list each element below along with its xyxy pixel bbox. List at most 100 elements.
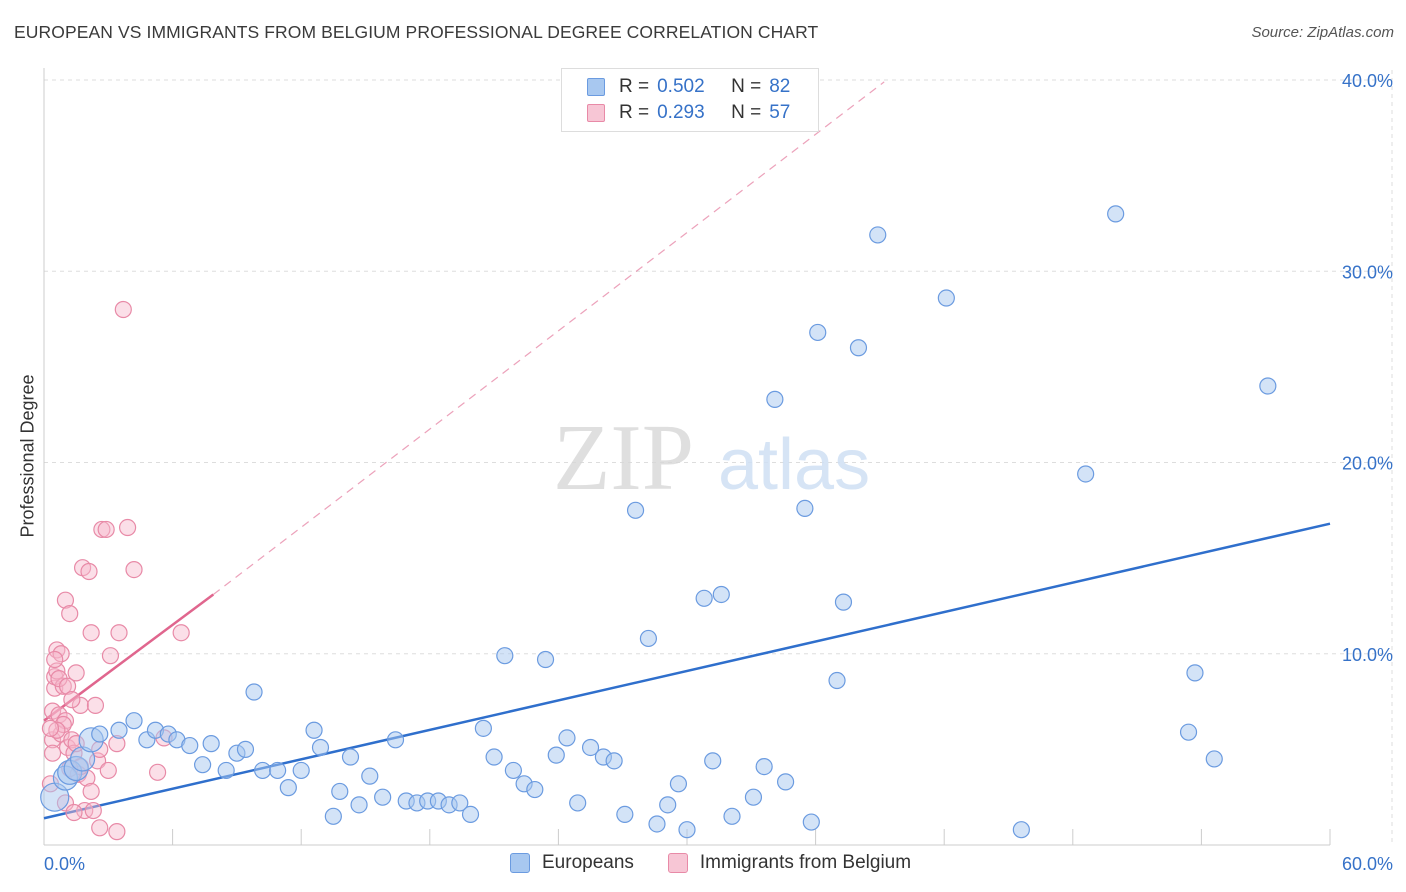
belgium-points [41,300,190,841]
european-point [536,650,555,669]
european-point [91,725,109,743]
legend-row-belgium: R = 0.293 N = 57 [587,101,790,125]
european-point [1179,723,1198,741]
belgium-point [71,696,90,714]
europeans-trend-line [43,522,1331,820]
correlation-legend: R = 0.502 N = 82 R = 0.293 N = 57 [561,68,819,132]
x-tick-label: 0.0% [44,854,85,874]
european-point [269,761,287,780]
european-point [526,780,544,799]
legend-swatch-pink [587,104,605,122]
belgium-point [41,719,60,737]
y-tick-label: 30.0% [1342,262,1393,282]
european-point [496,647,514,665]
european-point [626,501,645,519]
y-tick-label: 40.0% [1342,71,1393,91]
european-point [809,323,827,342]
series-legend-label: Immigrants from Belgium [699,852,912,873]
series-swatch-blue [510,853,530,873]
european-point [766,390,784,408]
y-axis-label: Professional Degree [17,374,38,538]
european-point [796,499,814,517]
belgium-point [172,624,190,642]
european-point [669,775,688,793]
european-point [723,807,741,825]
belgium-point [56,591,75,609]
belgium-point [48,721,66,739]
tick-labels: 10.0% 20.0% 30.0% 40.0% 0.0% 60.0% [44,71,1393,874]
legend-n-value: 57 [769,102,791,123]
european-point [305,721,323,739]
european-point [361,767,379,785]
european-point [110,721,128,739]
european-point [194,756,212,774]
european-point [331,782,349,801]
european-point [474,719,492,737]
belgium-point [54,715,72,734]
legend-n-value: 82 [769,76,791,97]
legend-r-value: 0.502 [657,76,705,97]
european-point [461,805,480,824]
european-point [1186,664,1204,682]
legend-r-label: R = [619,76,650,97]
watermark: ZIP atlas [553,406,870,510]
european-point [639,629,658,648]
belgium-point [110,624,128,642]
belgium-point [148,763,167,781]
belgium-point [63,691,81,709]
european-point [569,794,587,812]
european-point [802,813,820,831]
european-point [776,773,795,791]
belgium-point [118,518,137,537]
chart-title: EUROPEAN VS IMMIGRANTS FROM BELGIUM PROF… [14,22,819,42]
european-point [659,796,677,814]
chart-source: Source: ZipAtlas.com [1251,24,1394,41]
belgium-point [52,645,70,663]
series-swatch-pink [667,853,688,873]
y-tick-label: 10.0% [1342,645,1393,665]
axes [43,68,1331,846]
european-point [744,788,763,806]
european-point [1077,465,1095,483]
belgium-point [91,819,109,837]
belgium-trend-line [43,593,215,722]
legend-r-label: R = [619,102,650,123]
legend-swatch-blue [587,78,605,96]
belgium-point [97,520,115,539]
european-point [616,805,634,824]
european-point [1107,205,1125,223]
series-legend-europeans[interactable]: Europeans [510,852,634,874]
european-point [678,821,696,839]
belgium-trend-extension [212,81,885,595]
belgium-point [84,801,102,820]
european-point [605,752,623,770]
x-tick-label: 60.0% [1342,854,1393,874]
european-point [849,339,868,357]
belgium-point [99,761,117,780]
series-legend-belgium[interactable]: Immigrants from Belgium [667,852,912,874]
belgium-point [86,696,105,714]
belgium-point [82,782,100,801]
european-point [254,761,272,780]
european-point [869,226,887,244]
european-point [828,671,846,690]
european-point [292,761,310,780]
european-point [695,589,713,607]
belgium-point [67,664,85,682]
legend-n-label: N = [731,76,762,97]
european-point [451,794,469,812]
legend-r-value: 0.293 [657,102,705,123]
european-point [648,815,666,833]
european-point [374,788,392,806]
european-point [834,593,853,611]
belgium-point [125,560,143,579]
european-point [1205,750,1223,768]
belgium-point [43,744,62,762]
european-point [558,729,576,747]
legend-row-europeans: R = 0.502 N = 82 [587,75,790,99]
european-points [40,205,1277,839]
european-point [181,736,199,755]
y-tick-label: 20.0% [1342,454,1393,474]
belgium-point [114,300,132,319]
